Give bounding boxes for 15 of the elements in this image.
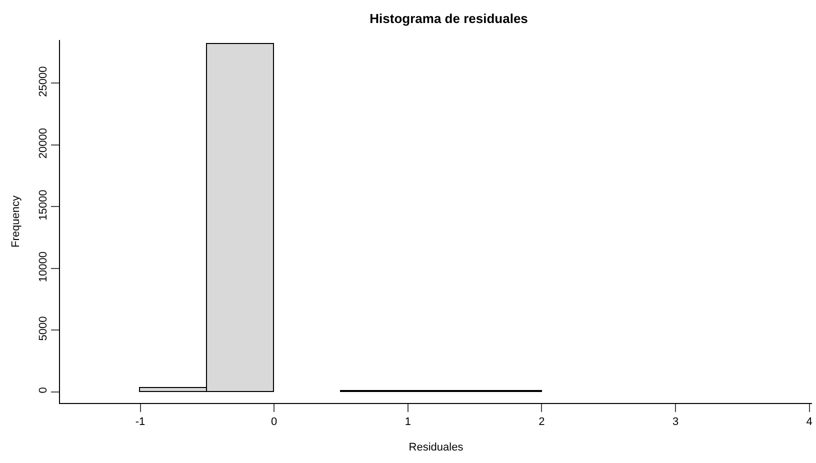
y-tick-label: 5000 [38, 316, 50, 341]
y-tick-label: 0 [38, 387, 50, 394]
x-tick-label: 0 [271, 416, 278, 428]
x-tick-label: 4 [806, 416, 812, 428]
y-tick-label: 20000 [38, 128, 50, 159]
y-tick-label: 15000 [38, 190, 50, 220]
x-tick-label: 1 [404, 416, 411, 428]
x-axis-title: Residuales [408, 441, 464, 454]
chart-title: Histograma de residuales [370, 10, 528, 26]
y-tick-label: 25000 [38, 66, 50, 97]
y-tick-label: 10000 [38, 251, 50, 282]
y-axis-title: Frequency [10, 195, 22, 248]
x-tick-label: -1 [135, 416, 146, 428]
x-tick-label: 3 [672, 416, 679, 428]
x-tick-label: 2 [538, 416, 545, 428]
